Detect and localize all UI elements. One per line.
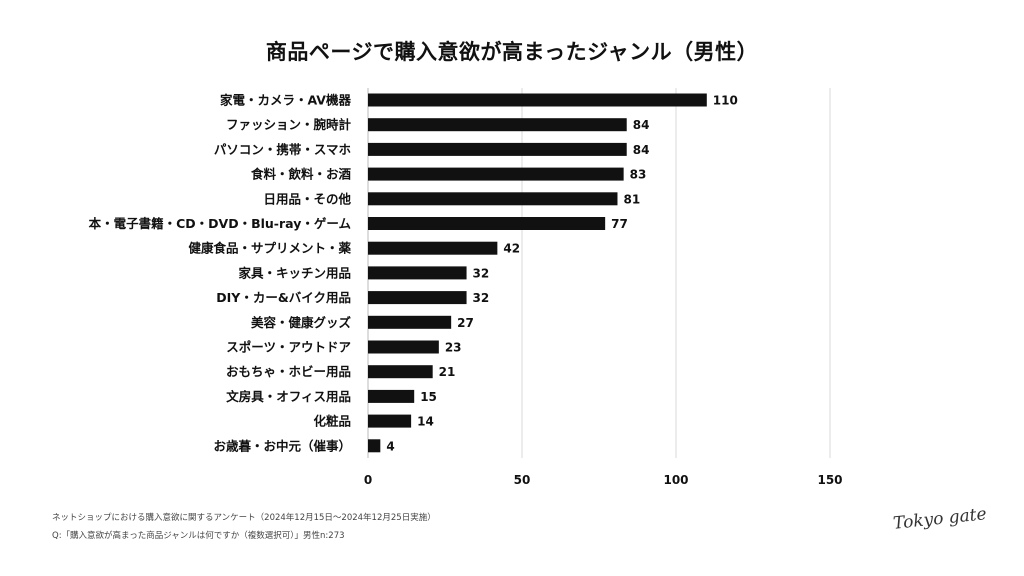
value-label: 84 [633,118,650,132]
x-tick-label: 50 [514,473,531,487]
value-label: 42 [503,242,520,256]
value-label: 21 [439,365,456,379]
category-label: 健康食品・サプリメント・薬 [188,241,351,256]
category-label: 化粧品 [313,414,351,429]
value-label: 15 [420,390,437,404]
x-tick-label: 100 [663,473,688,487]
bar [368,291,467,305]
bar-layer [368,93,707,453]
value-label: 84 [633,143,650,157]
value-label: 23 [445,341,462,355]
bar [368,439,381,453]
label-layer: 家電・カメラ・AV機器 110 ファッション・腕時計 84 パソコン・携帯・スマホ 84 食… [89,93,738,454]
category-label: 家電・カメラ・AV機器 [220,93,352,108]
value-label: 27 [457,316,474,330]
category-label: ファッション・腕時計 [226,117,352,132]
bar [368,192,618,206]
value-label: 83 [630,168,647,182]
value-label: 32 [473,266,490,280]
survey-note: ネットショップにおける購入意欲に関するアンケート（2024年12月15日〜202… [52,513,436,523]
bar [368,365,433,379]
bar [368,142,627,156]
category-label: 文房具・オフィス用品 [226,389,351,404]
value-label: 14 [417,415,434,429]
bar [368,340,439,354]
category-label: 美容・健康グッズ [251,315,352,330]
x-tick-label: 150 [817,473,842,487]
bar [368,414,412,428]
value-label: 32 [473,291,490,305]
category-label: 日用品・その他 [263,191,351,206]
category-label: 本・電子書籍・CD・DVD・Blu-ray・ゲーム [89,216,352,231]
bar [368,389,415,403]
bar [368,217,606,230]
category-label: 食料・飲料・お酒 [250,167,352,182]
value-label: 4 [386,439,394,453]
category-label: パソコン・携帯・スマホ [214,142,351,157]
category-label: お歳暮・お中元（催事） [213,438,351,453]
bar [368,241,498,255]
bar [368,266,467,280]
category-label: スポーツ・アウトドア [226,340,351,355]
category-label: 家具・キッチン用品 [238,265,351,280]
bar [368,93,707,107]
bar [368,167,624,181]
chart-title: 商品ページで購入意欲が高まったジャンル（男性） [265,40,759,64]
category-label: おもちゃ・ホビー用品 [226,364,351,379]
x-tick-label: 0 [364,473,372,487]
question-note: Q:「購入意欲が高まった商品ジャンルは何ですか（複数選択可）」男性n:273 [52,531,345,541]
value-label: 110 [713,94,738,108]
bar [368,315,452,329]
category-label: DIY・カー&バイク用品 [216,290,351,305]
tick-layer: 0 50 100 150 [364,473,843,487]
value-label: 77 [611,217,628,231]
value-label: 81 [623,192,640,206]
bar [368,118,627,132]
